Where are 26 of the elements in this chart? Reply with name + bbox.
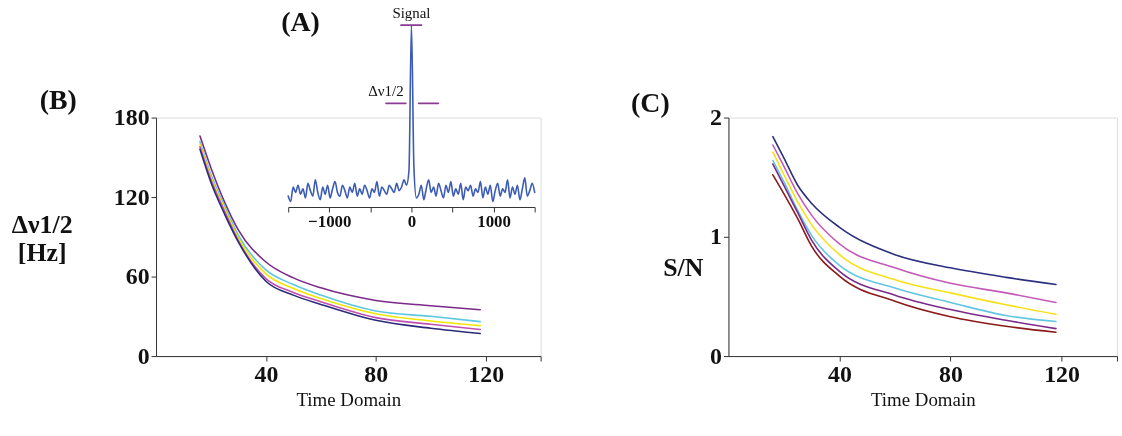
y-axis-title: S/N [663, 253, 704, 283]
x-tick-label: −1000 [308, 212, 352, 232]
x-tick-label: 0 [407, 212, 417, 232]
x-tick-label: 1000 [477, 212, 511, 232]
chart-title: (C) [631, 86, 670, 118]
y-tick-label: 0 [137, 342, 150, 369]
chart-title: (B) [39, 83, 77, 115]
y-tick-label: 2 [710, 104, 722, 131]
x-tick-label: 40 [828, 361, 852, 388]
x-axis-title: Time Domain [296, 389, 402, 411]
x-tick-label: 80 [364, 361, 389, 388]
chart-title: (A) [281, 6, 320, 38]
y-tick-label: 1 [710, 223, 722, 250]
y-tick-label: 60 [125, 263, 150, 290]
y-tick-label: 120 [113, 183, 150, 210]
x-tick-label: 40 [254, 361, 279, 388]
x-tick-label: 120 [468, 361, 505, 388]
annotation: Signal [392, 5, 431, 22]
x-axis-title: Time Domain [870, 389, 977, 411]
x-tick-label: 120 [1044, 361, 1080, 388]
line-series [772, 135, 1057, 286]
y-tick-label: 0 [710, 342, 723, 369]
y-tick-label: 180 [113, 104, 150, 131]
annotation: Δν1/2 [368, 83, 404, 100]
x-tick-label: 80 [939, 361, 963, 388]
y-axis-title: Δν1/2 [Hz] [11, 210, 73, 268]
